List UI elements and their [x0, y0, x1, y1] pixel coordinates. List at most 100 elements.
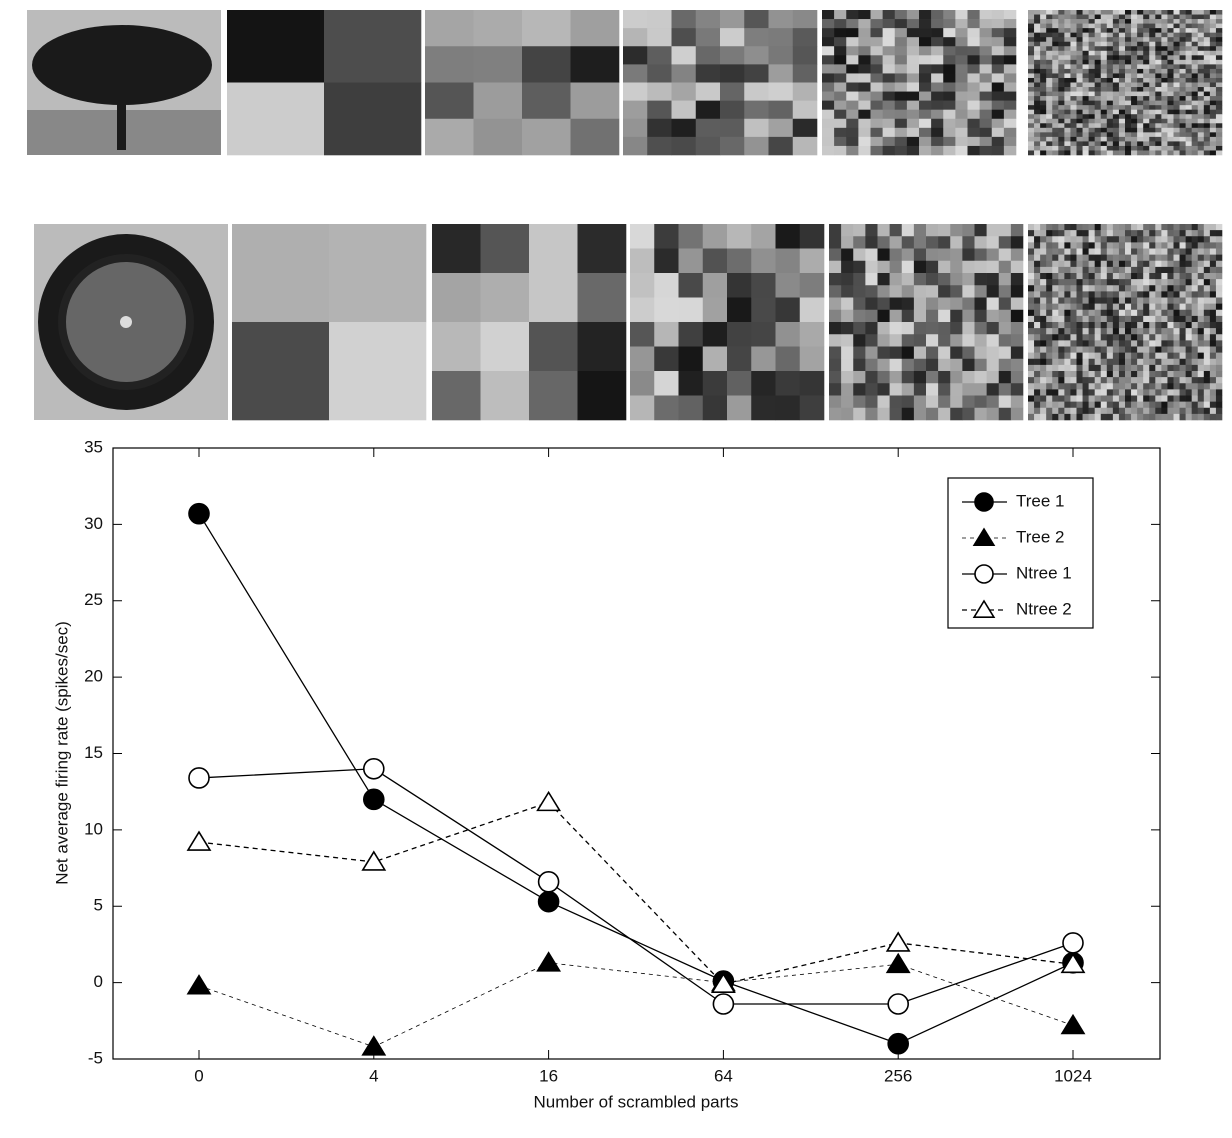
- scrambled-tile: [1118, 50, 1126, 56]
- scrambled-tile: [1088, 371, 1095, 378]
- scrambled-tile: [1149, 236, 1156, 243]
- scrambled-tile: [1155, 377, 1162, 384]
- scrambled-tile: [1125, 150, 1132, 156]
- scrambled-tile: [1131, 118, 1138, 124]
- scrambled-tile: [522, 46, 571, 83]
- scrambled-tile: [702, 322, 728, 347]
- scrambled-tile: [1203, 309, 1211, 317]
- scrambled-tile: [1161, 55, 1168, 61]
- scrambled-tile: [1209, 334, 1217, 341]
- scrambled-tile: [1112, 132, 1120, 138]
- scrambled-tile: [834, 37, 847, 47]
- scrambled-tile: [979, 136, 993, 147]
- scrambled-tile: [1179, 236, 1186, 243]
- scrambled-tile: [998, 371, 1012, 384]
- scrambled-tile: [938, 285, 951, 298]
- scrambled-tile: [1100, 87, 1108, 92]
- scrambled-tile: [1070, 64, 1077, 70]
- scrambled-tile: [1203, 73, 1211, 79]
- scrambled-tile: [1179, 364, 1186, 372]
- scrambled-tile: [829, 346, 842, 360]
- scrambled-tile: [1082, 248, 1089, 255]
- scrambled-tile: [1215, 32, 1223, 38]
- scrambled-tile: [919, 136, 932, 147]
- scrambled-tile: [1046, 297, 1053, 304]
- scrambled-tile: [1082, 303, 1089, 311]
- scrambled-tile: [1058, 407, 1065, 415]
- scrambled-tile: [1040, 315, 1047, 323]
- scrambled-tile: [1064, 371, 1071, 378]
- scrambled-tile: [1167, 73, 1174, 79]
- scrambled-tile: [1106, 309, 1114, 317]
- scrambled-tile: [1131, 91, 1138, 97]
- scrambled-tile: [1034, 266, 1041, 274]
- scrambled-tile: [882, 55, 896, 65]
- scrambled-tile: [1203, 383, 1211, 390]
- scrambled-tile: [1094, 266, 1102, 274]
- scrambled-tile: [882, 136, 896, 147]
- scrambled-tile: [1088, 123, 1095, 129]
- scrambled-tile: [1028, 254, 1035, 262]
- scrambled-tile: [1137, 136, 1144, 142]
- scrambled-tile: [1112, 352, 1120, 360]
- scrambled-tile: [1052, 248, 1059, 255]
- scrambled-tile: [1046, 279, 1053, 286]
- scrambled-tile: [1125, 59, 1132, 65]
- scrambled-tile: [1143, 132, 1150, 138]
- scrambled-tile: [1203, 389, 1211, 396]
- scrambled-tile: [870, 64, 883, 74]
- scrambled-tile: [1143, 328, 1150, 335]
- scrambled-tile: [931, 118, 944, 129]
- scrambled-tile: [1155, 407, 1162, 415]
- scrambled-tile: [943, 145, 956, 156]
- marker: [1060, 1013, 1086, 1035]
- scrambled-tile: [1040, 407, 1047, 415]
- scrambled-tile: [1191, 73, 1199, 79]
- scrambled-tile: [1076, 50, 1083, 56]
- scrambled-tile: [1058, 266, 1065, 274]
- scrambled-tile: [1028, 266, 1035, 274]
- scrambled-tile: [1064, 340, 1071, 347]
- scrambled-tile: [1137, 352, 1144, 360]
- scrambled-tile: [1161, 114, 1168, 120]
- scrambled-tile: [1064, 10, 1071, 15]
- scrambled-tile: [1112, 303, 1120, 311]
- scrambled-tile: [1064, 285, 1071, 292]
- scrambled-tile: [943, 118, 956, 129]
- scrambled-tile: [1106, 73, 1114, 79]
- scrambled-tile: [1112, 248, 1120, 255]
- scrambled-tile: [1082, 14, 1089, 20]
- scrambled-tile: [1040, 46, 1047, 52]
- scrambled-tile: [1100, 32, 1108, 38]
- scrambled-tile: [1125, 383, 1132, 390]
- scrambled-tile: [1094, 68, 1102, 74]
- scrambled-tile: [1046, 55, 1053, 61]
- scrambled-tile: [1082, 73, 1089, 79]
- scrambled-tile: [1070, 413, 1077, 421]
- scrambled-tile: [950, 334, 963, 347]
- scrambled-tile: [1191, 334, 1199, 341]
- legend-label: Ntree 2: [1016, 599, 1072, 618]
- scrambled-tile: [1112, 413, 1120, 421]
- scrambled-tile: [1118, 136, 1126, 142]
- scrambled-tile: [1034, 136, 1041, 142]
- scrambled-tile: [1088, 100, 1095, 106]
- scrambled-tile: [1161, 41, 1168, 47]
- scrambled-tile: [751, 371, 776, 396]
- scrambled-tile: [1070, 389, 1077, 396]
- scrambled-tile: [1052, 82, 1059, 88]
- scrambled-tile: [1209, 105, 1217, 110]
- scrambled-tile: [1028, 224, 1035, 231]
- scrambled-tile: [1179, 141, 1186, 147]
- scrambled-tile: [1076, 23, 1083, 29]
- scrambled-tile: [1088, 358, 1095, 366]
- scrambled-tile: [1209, 141, 1217, 147]
- scrambled-tile: [1100, 19, 1108, 24]
- scrambled-tile: [1100, 14, 1108, 20]
- scrambled-tile: [1149, 141, 1156, 147]
- scrambled-tile: [1179, 273, 1186, 280]
- scrambled-tile: [1179, 352, 1186, 360]
- scrambled-tile: [1046, 340, 1053, 347]
- scrambled-tile: [1173, 358, 1180, 366]
- scrambled-tile: [1118, 73, 1126, 79]
